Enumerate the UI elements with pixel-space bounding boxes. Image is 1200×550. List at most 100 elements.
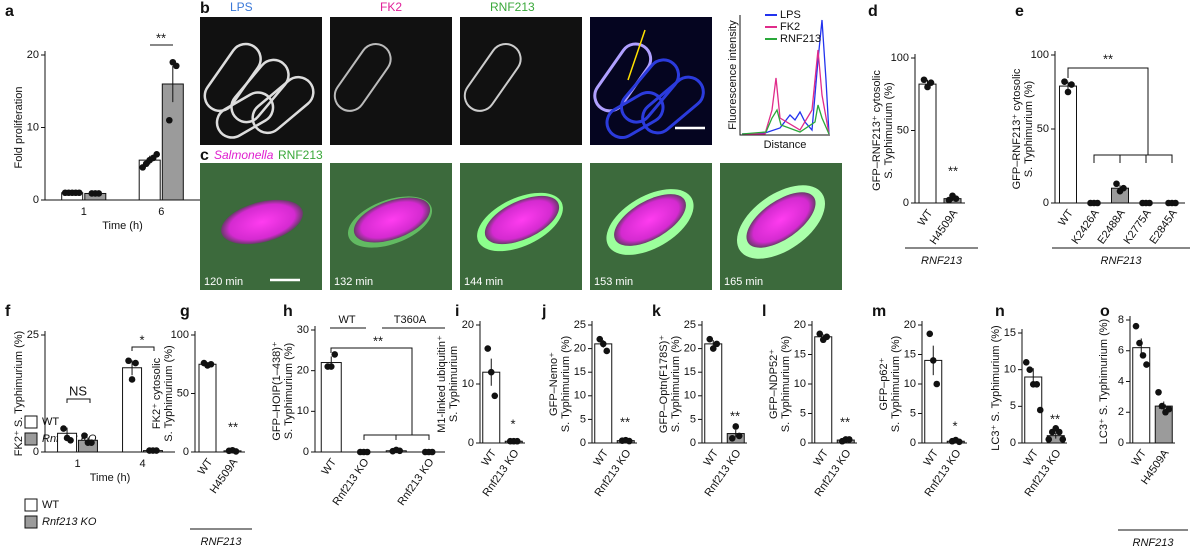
significance-label: **	[1158, 401, 1168, 416]
significance-label: *	[510, 416, 515, 431]
y-tick-label: 20	[297, 365, 309, 377]
profile-curve	[741, 104, 830, 135]
micrograph	[330, 17, 452, 145]
bar	[320, 362, 342, 453]
y-axis-label: S. Typhimurium (%)	[1023, 81, 1035, 177]
data-point	[596, 335, 604, 343]
y-axis-label: GFP–Nemo⁺	[548, 352, 560, 416]
y-tick-label: 6	[1118, 345, 1124, 357]
y-axis-label: S. Typhimurium (%)	[780, 336, 792, 432]
group-label: RNF213	[1101, 255, 1143, 267]
bar	[918, 83, 937, 204]
data-point	[1055, 428, 1063, 436]
data-point	[153, 151, 160, 158]
group-label: RNF213	[921, 255, 963, 267]
data-point	[1143, 361, 1150, 368]
y-tick-label: 20	[904, 319, 916, 331]
micrograph-row-b	[200, 17, 712, 145]
significance-bracket	[1067, 67, 1149, 155]
data-point	[88, 439, 95, 446]
y-tick-label: 100	[1031, 49, 1049, 61]
y-tick-label: 0	[303, 446, 309, 458]
y-tick-label: 100	[171, 329, 189, 341]
header-label: WT	[338, 314, 355, 326]
data-point	[1146, 199, 1153, 207]
data-point	[845, 436, 853, 443]
data-point	[1026, 366, 1034, 373]
data-point	[732, 423, 740, 430]
y-axis-label: GFP–p62⁺	[878, 357, 890, 410]
significance-bracket	[131, 346, 155, 351]
timelapse-row	[200, 163, 842, 290]
x-tick-label: WT	[921, 447, 941, 468]
data-point	[396, 447, 404, 455]
header-label: T360A	[394, 314, 427, 326]
data-point	[95, 190, 103, 197]
y-tick-label: 5	[690, 413, 696, 425]
channel-label: Salmonella	[214, 148, 274, 162]
y-tick-label: 0	[800, 437, 806, 449]
data-point	[929, 357, 937, 364]
y-axis-label: GFP–NDP52⁺	[768, 349, 780, 419]
panel-letter: f	[5, 303, 11, 320]
data-point	[513, 437, 521, 445]
panel-letter: d	[868, 3, 878, 20]
y-tick-label: 0	[33, 446, 39, 458]
data-point	[153, 447, 160, 454]
data-point	[933, 380, 941, 388]
x-tick-label: 4	[139, 458, 145, 470]
y-axis-label: Fold proliferation	[13, 87, 25, 169]
data-point	[81, 432, 88, 439]
significance-label: *	[952, 418, 957, 433]
panel-letter: e	[1015, 3, 1024, 20]
data-point	[1113, 180, 1120, 188]
data-point	[132, 359, 139, 367]
legend-swatch	[24, 415, 38, 429]
data-point	[1059, 436, 1067, 443]
significance-label: **	[730, 408, 740, 423]
time-label: 144 min	[464, 276, 503, 288]
group-label: RNF213	[201, 536, 243, 548]
data-point	[1158, 402, 1166, 410]
panel-letter: b	[200, 0, 210, 17]
data-point	[173, 62, 180, 70]
legend-label: LPS	[780, 9, 801, 21]
x-axis-label: Time (h)	[102, 220, 143, 232]
data-point	[428, 448, 436, 456]
y-axis-label: M1-linked ubiquitin⁺	[436, 335, 448, 433]
y-tick-label: 100	[891, 52, 909, 64]
x-tick-label: WT	[1129, 447, 1149, 468]
bacterium	[484, 195, 560, 245]
y-tick-label: 4	[1118, 375, 1124, 387]
significance-label: *	[139, 332, 144, 347]
y-axis-label: S. Typhimurium (%)	[883, 82, 895, 178]
panel-letter: j	[541, 303, 546, 320]
y-tick-label: 20	[684, 343, 696, 355]
bacterium	[221, 199, 303, 245]
y-axis-label: GFP–Optn(F178S)⁺	[658, 335, 670, 433]
significance-label: NS	[69, 383, 87, 398]
panel-letter: h	[283, 303, 293, 320]
y-tick-label: 5	[910, 407, 916, 419]
y-tick-label: 20	[574, 343, 586, 355]
data-point	[1033, 381, 1041, 388]
y-tick-label: 10	[574, 390, 586, 402]
y-axis-label: GFP–HOIP(1–438)⁺	[271, 341, 283, 441]
y-axis-label: S. Typhimurium	[448, 346, 460, 422]
x-tick-label: 1	[74, 458, 80, 470]
data-point	[128, 376, 136, 383]
data-point	[713, 340, 721, 348]
bacteria	[333, 42, 392, 112]
data-point	[1068, 81, 1075, 88]
channel-label: RNF213	[490, 0, 535, 14]
axis-label: Fluorescence intensity	[727, 20, 739, 130]
time-label: 120 min	[204, 276, 243, 288]
axis	[739, 15, 830, 136]
data-point	[603, 347, 611, 355]
y-axis-label: LC3⁺ S. Typhimurium (%)	[990, 325, 1002, 450]
x-tick-label: Rnf213 KO	[396, 456, 437, 508]
bacterium	[353, 197, 431, 243]
significance-label: **	[228, 419, 238, 434]
panel-letter: g	[180, 303, 190, 320]
